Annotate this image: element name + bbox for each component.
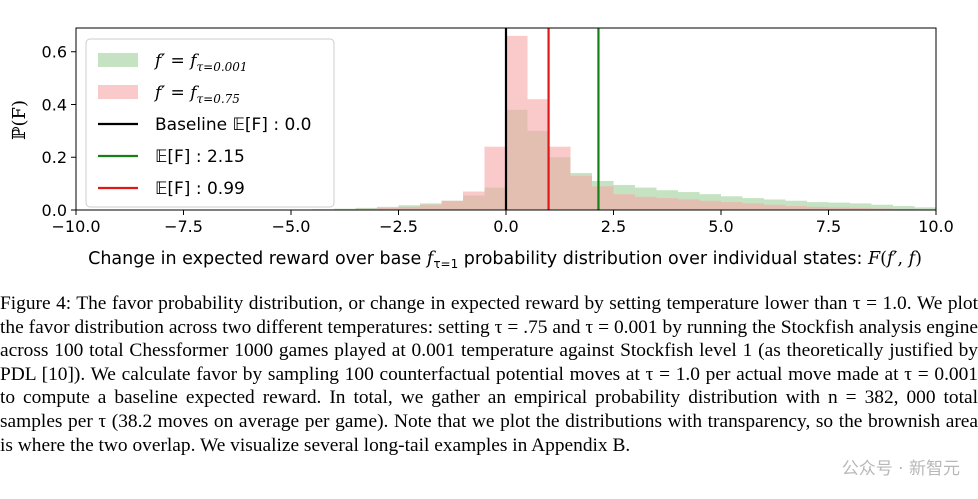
bar [893,206,915,210]
bar [785,200,807,210]
y-tick-label: 0.2 [42,148,67,167]
bar [678,199,700,210]
bar [721,202,743,210]
x-tick-label: 2.5 [601,217,626,236]
bar [893,208,915,210]
legend-label: Baseline 𝔼[F] : 0.0 [155,115,312,135]
bar [420,204,442,210]
figure-caption: Figure 4: The favor probability distribu… [0,292,978,457]
bar [635,196,657,210]
bar [613,194,635,210]
legend-label: f′ = fτ=0.75 [153,83,240,106]
series-red-bars [291,35,936,211]
y-axis-ticks: 0.0 0.2 0.4 0.6 [42,43,76,220]
x-tick-label: 10.0 [918,217,954,236]
bar [699,200,721,210]
bar [850,207,872,210]
x-tick-label: 5.0 [708,217,733,236]
legend-label: 𝔼[F] : 2.15 [155,147,245,167]
bar [785,206,807,210]
legend-box [85,38,335,208]
y-tick-label: 0.4 [42,95,67,114]
bar [592,186,614,210]
legend: f′ = fτ=0.001 f′ = fτ=0.75 Baseline 𝔼[F] :… [85,38,335,208]
histogram-chart: −10.0 −7.5 −5.0 −2.5 0.0 2.5 5.0 7.5 10.0 0.0 0.2… [9,27,954,271]
x-tick-label: −5.0 [272,217,311,236]
bar [570,175,592,210]
bar [398,206,420,210]
legend-swatch [98,53,138,67]
bar [527,99,549,210]
bar [463,191,485,210]
vertical-lines [504,28,600,210]
bar [871,208,893,210]
bar [355,208,377,210]
caption-text: Figure 4: The favor probability distribu… [0,293,978,456]
watermark: 公众号 · 新智元 [837,454,964,479]
legend-swatch [98,85,138,99]
bar [828,202,850,210]
x-tick-label: 7.5 [816,217,841,236]
y-axis-label: ℙ(F) [9,100,30,140]
bar [828,207,850,210]
bar [506,35,528,211]
x-axis-label: Change in expected reward over base fτ=1… [88,249,922,271]
bar [807,202,829,210]
bar [549,146,571,210]
legend-label: 𝔼[F] : 0.99 [155,179,245,199]
bar [742,203,764,210]
y-tick-label: 0.6 [42,43,67,62]
bar [484,146,506,210]
y-tick-label: 0.0 [42,201,67,220]
bar [764,204,786,210]
x-axis-ticks: −10.0 −7.5 −5.0 −2.5 0.0 2.5 5.0 7.5 10.0 [51,210,954,236]
bar [656,198,678,210]
x-tick-label: 0.0 [493,217,518,236]
x-tick-label: −2.5 [379,217,418,236]
bar [377,207,399,210]
x-tick-label: −7.5 [164,217,203,236]
bar [850,203,872,210]
bar [914,207,936,210]
bar [871,204,893,210]
bar [441,200,463,210]
bar [807,206,829,210]
legend-label: f′ = fτ=0.001 [153,51,248,74]
x-tick-label: −10.0 [51,217,100,236]
